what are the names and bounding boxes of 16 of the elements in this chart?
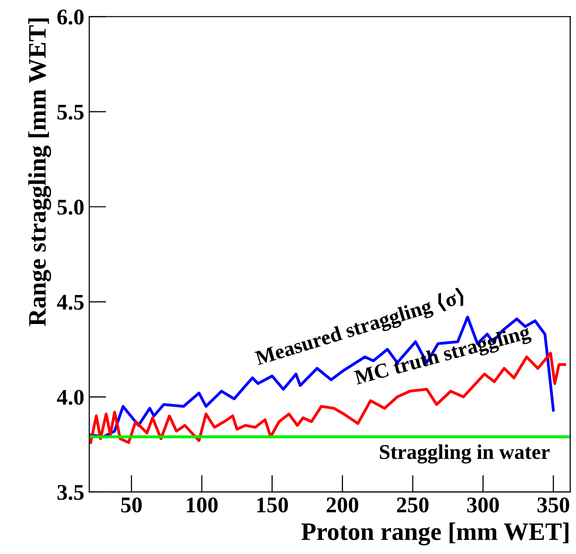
y-tick-label: 3.5 xyxy=(57,484,84,500)
x-tick-label: 50 xyxy=(121,497,142,512)
y-tick-label: 5.5 xyxy=(58,104,84,120)
y-tick-label: 6.0 xyxy=(57,10,84,25)
y-tick-label: 4.0 xyxy=(56,390,84,405)
x-tick-label: 300 xyxy=(467,497,499,512)
x-axis-title: Proton range [mm WET] xyxy=(301,522,568,546)
x-tick-label: 350 xyxy=(538,497,570,512)
annotation: Straggling in water xyxy=(380,444,550,464)
x-tick-label: 200 xyxy=(326,497,358,512)
y-axis-title: Range straggling [mm WET] xyxy=(28,18,52,326)
y-tick-label: 4.5 xyxy=(56,294,84,310)
x-tick-label: 150 xyxy=(257,497,288,512)
x-tick-label: 250 xyxy=(397,497,429,512)
x-tick-label: 100 xyxy=(186,497,218,512)
y-tick-label: 5.0 xyxy=(58,200,84,215)
